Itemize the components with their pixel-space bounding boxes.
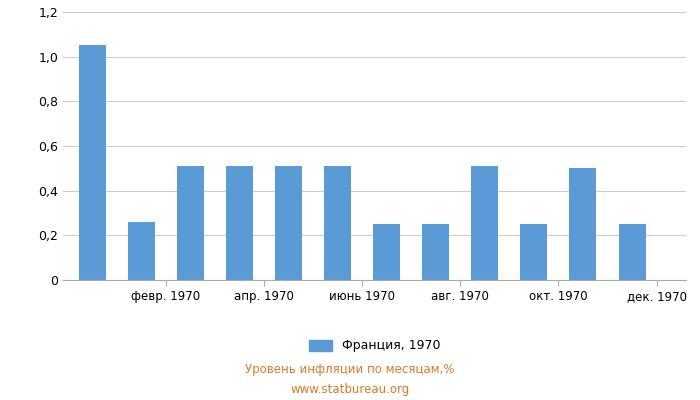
Text: Уровень инфляции по месяцам,%: Уровень инфляции по месяцам,% <box>245 364 455 376</box>
Bar <box>471 166 498 280</box>
Bar <box>422 224 449 280</box>
Bar <box>275 166 302 280</box>
Bar <box>177 166 204 280</box>
Bar <box>373 224 400 280</box>
Bar <box>520 224 547 280</box>
Legend: Франция, 1970: Франция, 1970 <box>304 334 445 358</box>
Bar <box>619 224 645 280</box>
Text: www.statbureau.org: www.statbureau.org <box>290 384 410 396</box>
Bar <box>128 222 155 280</box>
Bar <box>226 166 253 280</box>
Bar <box>324 166 351 280</box>
Bar <box>79 46 106 280</box>
Bar <box>570 168 596 280</box>
